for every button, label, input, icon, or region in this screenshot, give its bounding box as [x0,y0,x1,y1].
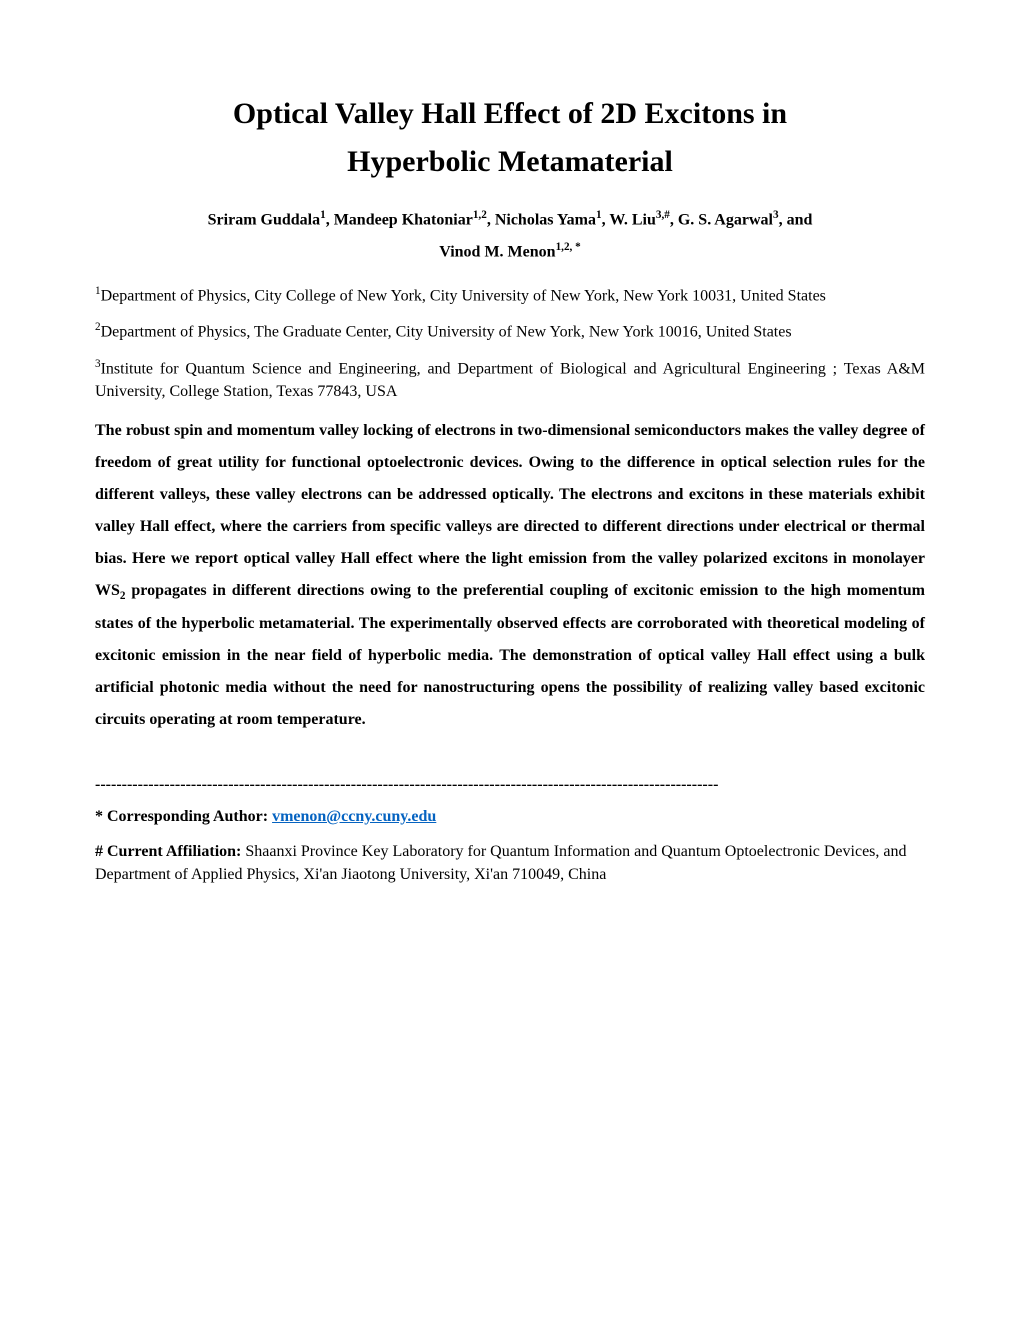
corresponding-email-link[interactable]: vmenon@ccny.cuny.edu [272,808,436,825]
author-6: Vinod M. Menon [439,244,555,261]
abstract-part-2: propagates in different directions owing… [95,582,925,728]
author-2: Mandeep Khatoniar [334,211,473,228]
section-divider: ----------------------------------------… [95,776,925,794]
author-3-sup: 1 [596,209,602,221]
current-affiliation-label: # Current Affiliation: [95,843,245,860]
affiliation-2: 2Department of Physics, The Graduate Cen… [95,319,925,344]
abstract-part-1: The robust spin and momentum valley lock… [95,422,925,599]
current-affiliation: # Current Affiliation: Shaanxi Province … [95,840,925,886]
author-4-sup: 3,# [656,209,670,221]
and-text: , and [779,211,813,228]
title-line-2: Hyperbolic Metamaterial [347,145,673,178]
author-6-sup: 1,2, * [556,241,581,253]
author-2-sup: 1,2 [473,209,487,221]
affiliation-3-text: Institute for Quantum Science and Engine… [95,360,925,400]
title-line-1: Optical Valley Hall Effect of 2D Exciton… [233,97,787,130]
author-4: W. Liu [609,211,656,228]
author-3: Nicholas Yama [495,211,596,228]
paper-title: Optical Valley Hall Effect of 2D Exciton… [95,90,925,186]
authors-block: Sriram Guddala1, Mandeep Khatoniar1,2, N… [95,204,925,269]
author-1-sup: 1 [320,209,326,221]
abstract-text: The robust spin and momentum valley lock… [95,415,925,736]
affiliation-3: 3Institute for Quantum Science and Engin… [95,356,925,404]
author-1: Sriram Guddala [208,211,320,228]
affiliation-1: 1Department of Physics, City College of … [95,283,925,308]
affiliation-1-text: Department of Physics, City College of N… [101,287,826,304]
corresponding-author: * Corresponding Author: vmenon@ccny.cuny… [95,808,925,826]
corresponding-label: * Corresponding Author: [95,808,272,825]
affiliation-2-text: Department of Physics, The Graduate Cent… [101,324,792,341]
author-5: G. S. Agarwal [678,211,773,228]
